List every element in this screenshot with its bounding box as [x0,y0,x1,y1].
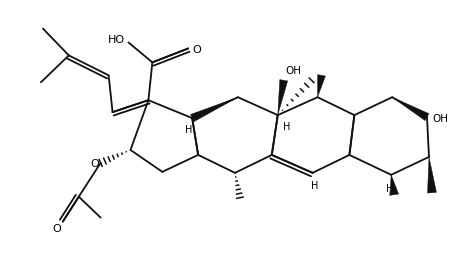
Text: H: H [311,181,318,191]
Text: H: H [185,125,192,135]
Polygon shape [390,175,399,195]
Text: O: O [90,159,99,169]
Text: OH: OH [432,114,448,124]
Polygon shape [278,79,287,115]
Text: H: H [386,184,393,194]
Polygon shape [318,75,325,97]
Text: HO: HO [107,35,124,45]
Text: O: O [52,224,61,234]
Text: O: O [192,45,201,55]
Polygon shape [392,97,429,120]
Polygon shape [191,97,238,122]
Text: H: H [283,122,290,132]
Text: OH: OH [286,66,302,76]
Polygon shape [427,157,436,193]
